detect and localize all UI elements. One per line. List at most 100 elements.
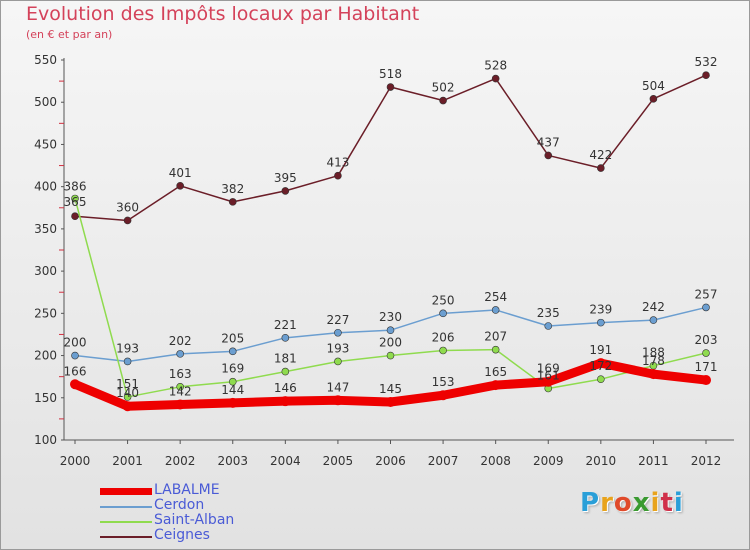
logo-letter: t <box>660 488 674 518</box>
data-label-cerdon: 250 <box>432 293 455 307</box>
x-tick-label: 2008 <box>480 454 511 468</box>
data-point-labalme <box>385 397 396 407</box>
data-point-saint-alban <box>176 382 184 391</box>
legend-label-saint-alban: Saint-Alban <box>154 512 235 528</box>
x-tick-label: 2004 <box>270 454 301 468</box>
data-label-cerdon: 205 <box>221 331 244 345</box>
data-label-labalme: 140 <box>116 386 139 400</box>
data-labels: 166 140 142 144 146 147 145 153 165 169 191 178 171 2… <box>64 55 718 400</box>
legend: LABALME Cerdon Saint-Alban Ceignes <box>100 482 340 544</box>
logo-letter: o <box>613 488 633 518</box>
data-point-saint-alban <box>597 375 605 384</box>
data-point-saint-alban <box>491 345 500 354</box>
data-label-labalme: 165 <box>484 365 507 379</box>
data-point-ceignes <box>597 164 605 172</box>
data-point-cerdon <box>491 306 500 314</box>
data-label-saint-alban: 193 <box>326 341 349 355</box>
data-label-ceignes: 528 <box>484 59 507 73</box>
data-label-ceignes: 518 <box>379 67 402 81</box>
x-tick-label: 2007 <box>428 454 459 468</box>
data-label-saint-alban: 161 <box>537 368 560 382</box>
x-tick-label: 2009 <box>533 454 564 468</box>
chart-title: Evolution des Impôts locaux par Habitant <box>26 3 420 25</box>
data-point-cerdon <box>386 326 395 335</box>
data-label-labalme: 142 <box>169 385 192 399</box>
x-tick-label: 2010 <box>586 454 617 468</box>
data-point-ceignes <box>281 187 290 195</box>
data-point-cerdon <box>228 347 237 356</box>
data-label-labalme: 169 <box>537 362 560 376</box>
x-tick-label: 2002 <box>165 454 196 468</box>
data-label-saint-alban: 181 <box>274 352 297 366</box>
data-point-labalme <box>648 369 659 380</box>
data-point-cerdon <box>544 322 553 330</box>
data-label-ceignes: 502 <box>432 81 455 95</box>
x-tick-label: 2005 <box>323 454 354 468</box>
data-point-labalme <box>543 376 554 387</box>
data-label-ceignes: 365 <box>64 195 87 209</box>
data-point-ceignes <box>702 71 710 79</box>
data-label-labalme: 147 <box>326 380 349 394</box>
data-point-cerdon <box>281 334 290 342</box>
data-label-saint-alban: 169 <box>221 362 244 376</box>
logo-letter: i <box>673 488 684 518</box>
data-label-ceignes: 360 <box>116 200 139 214</box>
data-label-saint-alban: 207 <box>484 330 507 344</box>
data-point-saint-alban <box>123 393 132 401</box>
chart-subtitle: (en € et par an) <box>26 28 113 41</box>
data-label-ceignes: 401 <box>169 166 192 180</box>
data-point-labalme <box>70 379 80 390</box>
data-label-ceignes: 395 <box>274 171 297 185</box>
x-tick-label: 2011 <box>638 454 669 468</box>
data-label-ceignes: 422 <box>589 148 612 162</box>
legend-swatch-ceignes <box>100 536 152 538</box>
data-label-cerdon: 242 <box>642 300 665 314</box>
legend-item-ceignes: Ceignes <box>100 527 340 544</box>
data-point-saint-alban <box>386 351 395 360</box>
data-label-saint-alban: 172 <box>589 359 612 373</box>
y-tick-label: 400 <box>34 180 57 194</box>
x-tick-label: 2012 <box>691 454 722 468</box>
data-label-saint-alban: 151 <box>116 377 139 391</box>
data-point-cerdon <box>649 316 658 324</box>
data-label-saint-alban: 203 <box>695 333 718 347</box>
data-point-saint-alban <box>281 367 290 376</box>
y-tick-label: 450 <box>34 137 57 151</box>
data-point-labalme <box>280 396 291 407</box>
data-label-cerdon: 193 <box>116 341 139 355</box>
data-point-labalme <box>332 395 343 406</box>
data-point-saint-alban <box>702 349 710 357</box>
data-label-labalme: 171 <box>695 360 718 374</box>
data-point-ceignes <box>71 212 79 221</box>
data-label-cerdon: 254 <box>484 290 507 304</box>
data-point-cerdon <box>334 328 342 337</box>
data-point-labalme <box>595 358 606 369</box>
data-label-saint-alban: 163 <box>169 367 192 381</box>
legend-swatch-labalme <box>100 488 152 495</box>
y-tick-label: 200 <box>34 349 57 363</box>
data-point-labalme <box>701 375 711 386</box>
data-label-labalme: 144 <box>221 383 244 397</box>
logo-letter: i <box>650 488 661 518</box>
data-point-cerdon <box>597 318 605 327</box>
data-point-labalme <box>227 397 238 408</box>
data-point-ceignes <box>544 151 553 160</box>
data-point-labalme <box>122 401 133 412</box>
x-tick-label: 2006 <box>375 454 406 468</box>
data-label-saint-alban: 386 <box>64 179 87 193</box>
data-point-labalme <box>490 380 501 391</box>
data-point-cerdon <box>176 350 184 358</box>
data-label-cerdon: 235 <box>537 306 560 320</box>
data-label-saint-alban: 200 <box>379 336 402 350</box>
data-point-saint-alban <box>334 357 342 366</box>
proxiti-logo: Proxiti <box>580 488 684 518</box>
legend-item-labalme: LABALME <box>100 482 340 499</box>
y-tick-label: 500 <box>34 95 57 109</box>
data-point-ceignes <box>439 96 447 105</box>
data-point-saint-alban <box>71 194 79 203</box>
data-point-saint-alban <box>439 346 447 355</box>
data-label-cerdon: 202 <box>169 334 192 348</box>
legend-label-ceignes: Ceignes <box>154 527 210 543</box>
legend-label-labalme: LABALME <box>154 482 220 498</box>
